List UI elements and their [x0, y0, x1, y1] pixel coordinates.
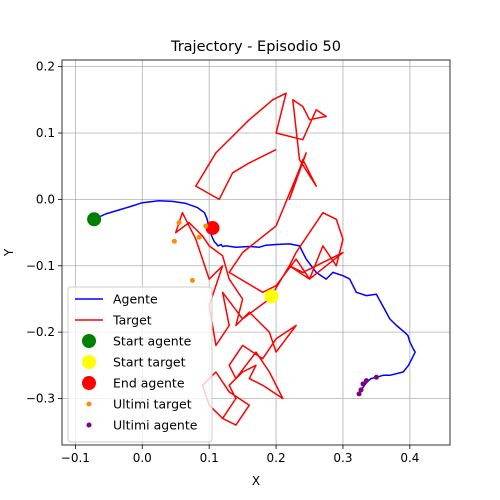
legend-label-ultimi-target: Ultimi target — [113, 397, 192, 412]
target-line — [174, 92, 344, 426]
y-tick-label: −0.3 — [26, 392, 55, 406]
y-tick-label: −0.2 — [26, 325, 55, 339]
ultimi-agente-point — [360, 381, 366, 387]
x-tick-label: 0.0 — [133, 451, 152, 465]
legend-label-end-agente: End agente — [113, 376, 185, 391]
legend-swatch-end-agente — [82, 376, 96, 390]
ultimi-target-point — [196, 234, 202, 240]
chart-title: Trajectory - Episodio 50 — [170, 39, 341, 55]
ultimi-agente-point — [356, 391, 362, 397]
ultimi-agente-point — [363, 378, 369, 384]
axes-frame — [61, 59, 451, 446]
start-agente-marker — [87, 212, 102, 227]
legend-swatch-ultimi-agente — [86, 422, 92, 428]
legend-box — [67, 286, 213, 443]
agente-line — [93, 199, 416, 395]
x-tick-label: 0.3 — [333, 451, 352, 465]
y-tick-label: 0.2 — [36, 60, 55, 74]
end-agente-marker — [205, 220, 220, 235]
ultimi-target-point — [171, 238, 177, 244]
legend-swatch-ultimi-target — [86, 401, 92, 407]
legend: Agente Target Start agente Start target End … — [67, 286, 213, 443]
x-tick-label: 0.1 — [200, 451, 219, 465]
x-axis-label: X — [252, 474, 260, 488]
plot-area — [87, 92, 416, 426]
ultimi-target-point — [203, 223, 209, 229]
legend-label-target: Target — [112, 313, 152, 328]
legend-label-start-agente: Start agente — [113, 334, 192, 349]
legend-label-ultimi-agente: Ultimi agente — [113, 418, 198, 433]
x-tick-label: −0.1 — [61, 451, 90, 465]
y-axis-label: Y — [2, 248, 16, 257]
x-tick-label: 0.2 — [267, 451, 286, 465]
legend-label-start-target: Start target — [113, 355, 186, 370]
legend-label-agente: Agente — [113, 292, 158, 307]
start-target-marker — [264, 289, 279, 304]
ultimi-target-point — [176, 220, 182, 226]
ultimi-agente-point — [373, 374, 379, 380]
y-tick-label: 0.0 — [36, 192, 55, 206]
axis-ticks: −0.1 0.0 0.1 0.2 0.3 0.4 −0.3 −0.2 −0.1 0.0 0.1 0.2 — [26, 60, 420, 465]
y-tick-label: −0.1 — [26, 259, 55, 273]
legend-swatch-start-target — [82, 355, 96, 369]
y-tick-label: 0.1 — [36, 126, 55, 140]
legend-swatch-start-agente — [82, 334, 96, 348]
x-tick-label: 0.4 — [400, 451, 419, 465]
ultimi-agente-point — [358, 387, 364, 393]
ultimi-target-point — [189, 277, 195, 283]
